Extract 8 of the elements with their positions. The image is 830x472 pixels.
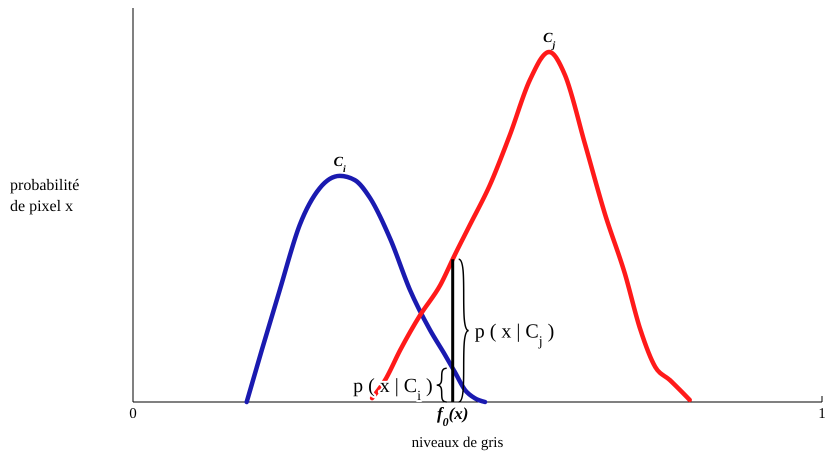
annotation: p ( x | C$_{j}$ ) (474, 320, 554, 350)
series-label: C$_{j}$ (543, 31, 556, 50)
series-label: C$_{i}$ (334, 154, 346, 174)
x-tick-label: 1 (818, 406, 826, 422)
ref-line-label: f$_{0}$(x) (436, 404, 468, 429)
x-axis-title: niveaux de gris (412, 435, 504, 451)
x-tick-label: 0 (129, 406, 137, 422)
y-axis-title: probabilité de pixel x (10, 177, 80, 215)
